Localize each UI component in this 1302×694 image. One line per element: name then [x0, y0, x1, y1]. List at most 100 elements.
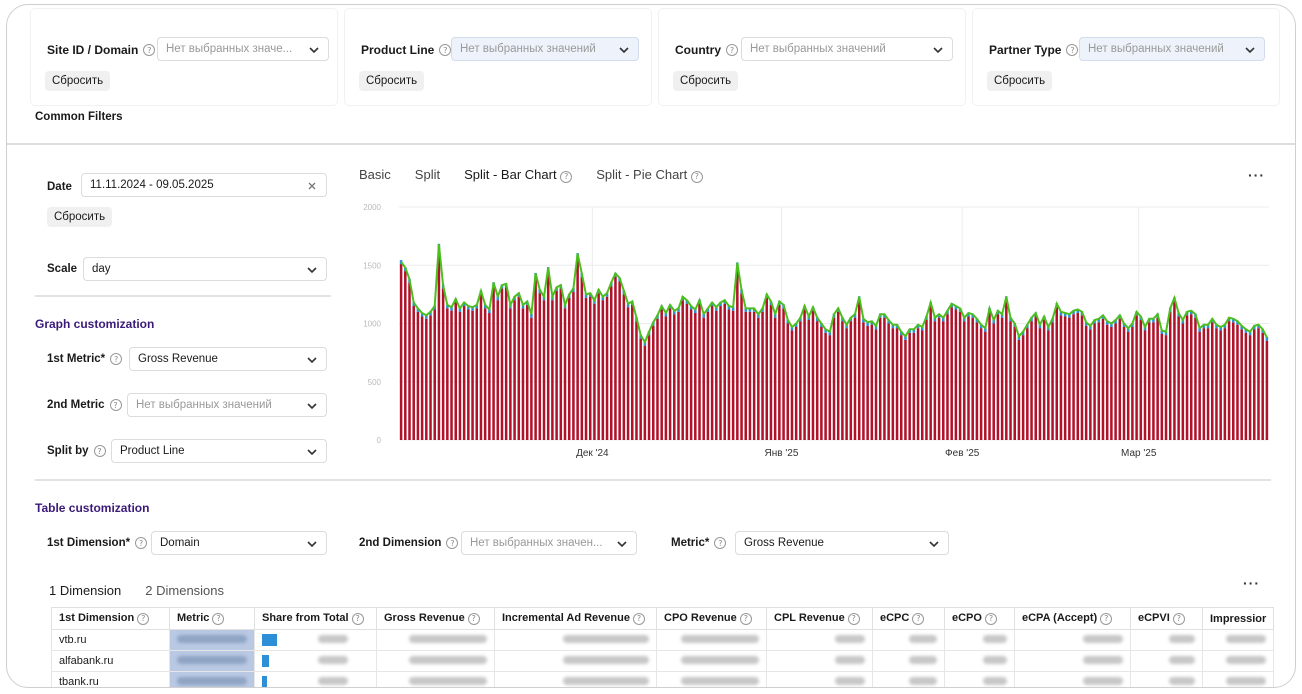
country-select[interactable]: Нет выбранных значений [741, 37, 953, 61]
tab-split-pie-chart[interactable]: Split - Pie Chart ? [596, 167, 703, 183]
bar [1076, 313, 1080, 440]
tab-basic[interactable]: Basic [359, 167, 391, 182]
help-icon[interactable]: ? [467, 612, 480, 625]
bar-segment [1206, 324, 1210, 329]
bar-segment [1232, 318, 1235, 323]
product-line-select[interactable]: Нет выбранных значений [451, 37, 639, 61]
table-row[interactable]: vtb.ru [51, 629, 1275, 651]
help-icon[interactable]: ? [1066, 44, 1079, 56]
bar [996, 314, 1000, 440]
product-line-reset-button[interactable]: Сбросить [359, 71, 425, 91]
bar [1189, 314, 1193, 440]
help-icon[interactable]: ? [690, 170, 703, 183]
bar-segment [1059, 311, 1063, 316]
dim2-select[interactable]: Нет выбранных значен... [461, 531, 637, 555]
bar-segment [748, 307, 752, 312]
table-row[interactable]: tbank.ru [51, 671, 1275, 687]
help-icon[interactable]: ? [212, 612, 225, 625]
col-header[interactable]: Metric ? [169, 607, 255, 630]
help-icon[interactable]: ? [985, 612, 998, 625]
chart-card: Basic Split Split - Bar Chart ? Split - … [347, 155, 1279, 469]
help-icon[interactable]: ? [912, 612, 925, 625]
split-by-select[interactable]: Product Line [111, 439, 327, 463]
bar [496, 300, 500, 440]
bar [1021, 335, 1025, 440]
tab-2-dimensions[interactable]: 2 Dimensions [145, 583, 225, 598]
bar [1240, 329, 1243, 440]
bar [601, 300, 605, 440]
bar [1265, 340, 1269, 440]
value-cell [1201, 671, 1275, 687]
table-row[interactable]: alfabank.ru [51, 650, 1275, 672]
table-metric-select[interactable]: Gross Revenue [735, 531, 949, 555]
bar [1143, 330, 1147, 440]
value-cell [494, 629, 657, 651]
col-header[interactable]: Impressior [1201, 607, 1275, 630]
bar [857, 300, 861, 440]
site-reset-button[interactable]: Сбросить [45, 71, 111, 91]
scale-select[interactable]: day [83, 257, 327, 281]
bar-segment [1076, 309, 1080, 314]
redacted-value [1083, 635, 1123, 643]
help-icon[interactable]: ? [110, 353, 123, 365]
value-cell [1014, 650, 1131, 672]
table-more-options-icon[interactable]: ··· [1243, 575, 1260, 591]
col-header[interactable]: Incremental Ad Revenue ? [494, 607, 657, 630]
bar [971, 317, 974, 440]
bar-segment [727, 305, 731, 310]
site-select[interactable]: Нет выбранных значе... [157, 37, 329, 61]
help-icon[interactable]: ? [137, 612, 150, 625]
help-icon[interactable]: ? [93, 445, 106, 457]
partner-type-reset-button[interactable]: Сбросить [987, 71, 1053, 91]
help-icon[interactable]: ? [135, 537, 148, 549]
metric2-card: 2nd Metric? Нет выбранных значений [35, 385, 333, 425]
tab-split-bar-chart[interactable]: Split - Bar Chart ? [464, 167, 573, 183]
help-icon[interactable]: ? [633, 612, 646, 625]
tab-1-dimension[interactable]: 1 Dimension [49, 583, 122, 598]
col-header[interactable]: Share from Total ? [254, 607, 377, 630]
col-header[interactable]: CPO Revenue ? [656, 607, 767, 630]
bar-segment [429, 311, 432, 316]
col-header[interactable]: CPL Revenue ? [766, 607, 873, 630]
more-options-icon[interactable]: ··· [1248, 167, 1265, 183]
help-icon[interactable]: ? [1172, 612, 1185, 625]
help-icon[interactable]: ? [351, 612, 364, 625]
partner-type-select[interactable]: Нет выбранных значений [1079, 37, 1265, 61]
bar-segment [744, 307, 747, 312]
dim1-select[interactable]: Domain [151, 531, 327, 555]
bar-segment [530, 313, 533, 318]
bar-segment [584, 293, 588, 298]
help-icon[interactable]: ? [714, 537, 727, 549]
help-icon[interactable]: ? [726, 44, 738, 56]
bar [597, 293, 600, 440]
bar [1215, 328, 1218, 440]
clear-icon[interactable] [306, 180, 318, 192]
help-icon[interactable]: ? [446, 537, 459, 549]
date-range-input[interactable]: 11.11.2024 - 09.05.2025 [81, 173, 327, 197]
col-header[interactable]: Gross Revenue ? [376, 607, 495, 630]
bar-segment [488, 309, 491, 314]
help-icon[interactable]: ? [739, 612, 752, 625]
col-header[interactable]: eCPC ? [872, 607, 945, 630]
help-icon[interactable]: ? [143, 44, 156, 56]
bar [471, 310, 474, 440]
bar [1219, 330, 1222, 440]
help-icon[interactable]: ? [109, 399, 122, 411]
scale-label: Scale [47, 263, 78, 275]
col-header[interactable]: eCPVI ? [1130, 607, 1203, 630]
redacted-value [409, 677, 487, 685]
help-icon[interactable]: ? [560, 170, 573, 183]
help-icon[interactable]: ? [847, 612, 860, 625]
metric2-select[interactable]: Нет выбранных значений [127, 393, 327, 417]
bar-segment [984, 327, 987, 332]
help-icon[interactable]: ? [439, 44, 452, 56]
help-icon[interactable]: ? [1100, 612, 1113, 625]
bar-segment [1021, 331, 1025, 336]
col-header[interactable]: eCPA (Accept) ? [1014, 607, 1131, 630]
col-header[interactable]: eCPO ? [944, 607, 1015, 630]
tab-split[interactable]: Split [414, 167, 441, 182]
date-reset-button[interactable]: Сбросить [47, 207, 113, 227]
metric1-select[interactable]: Gross Revenue [129, 347, 327, 371]
col-header[interactable]: 1st Dimension ? [51, 607, 170, 630]
country-reset-button[interactable]: Сбросить [673, 71, 739, 91]
